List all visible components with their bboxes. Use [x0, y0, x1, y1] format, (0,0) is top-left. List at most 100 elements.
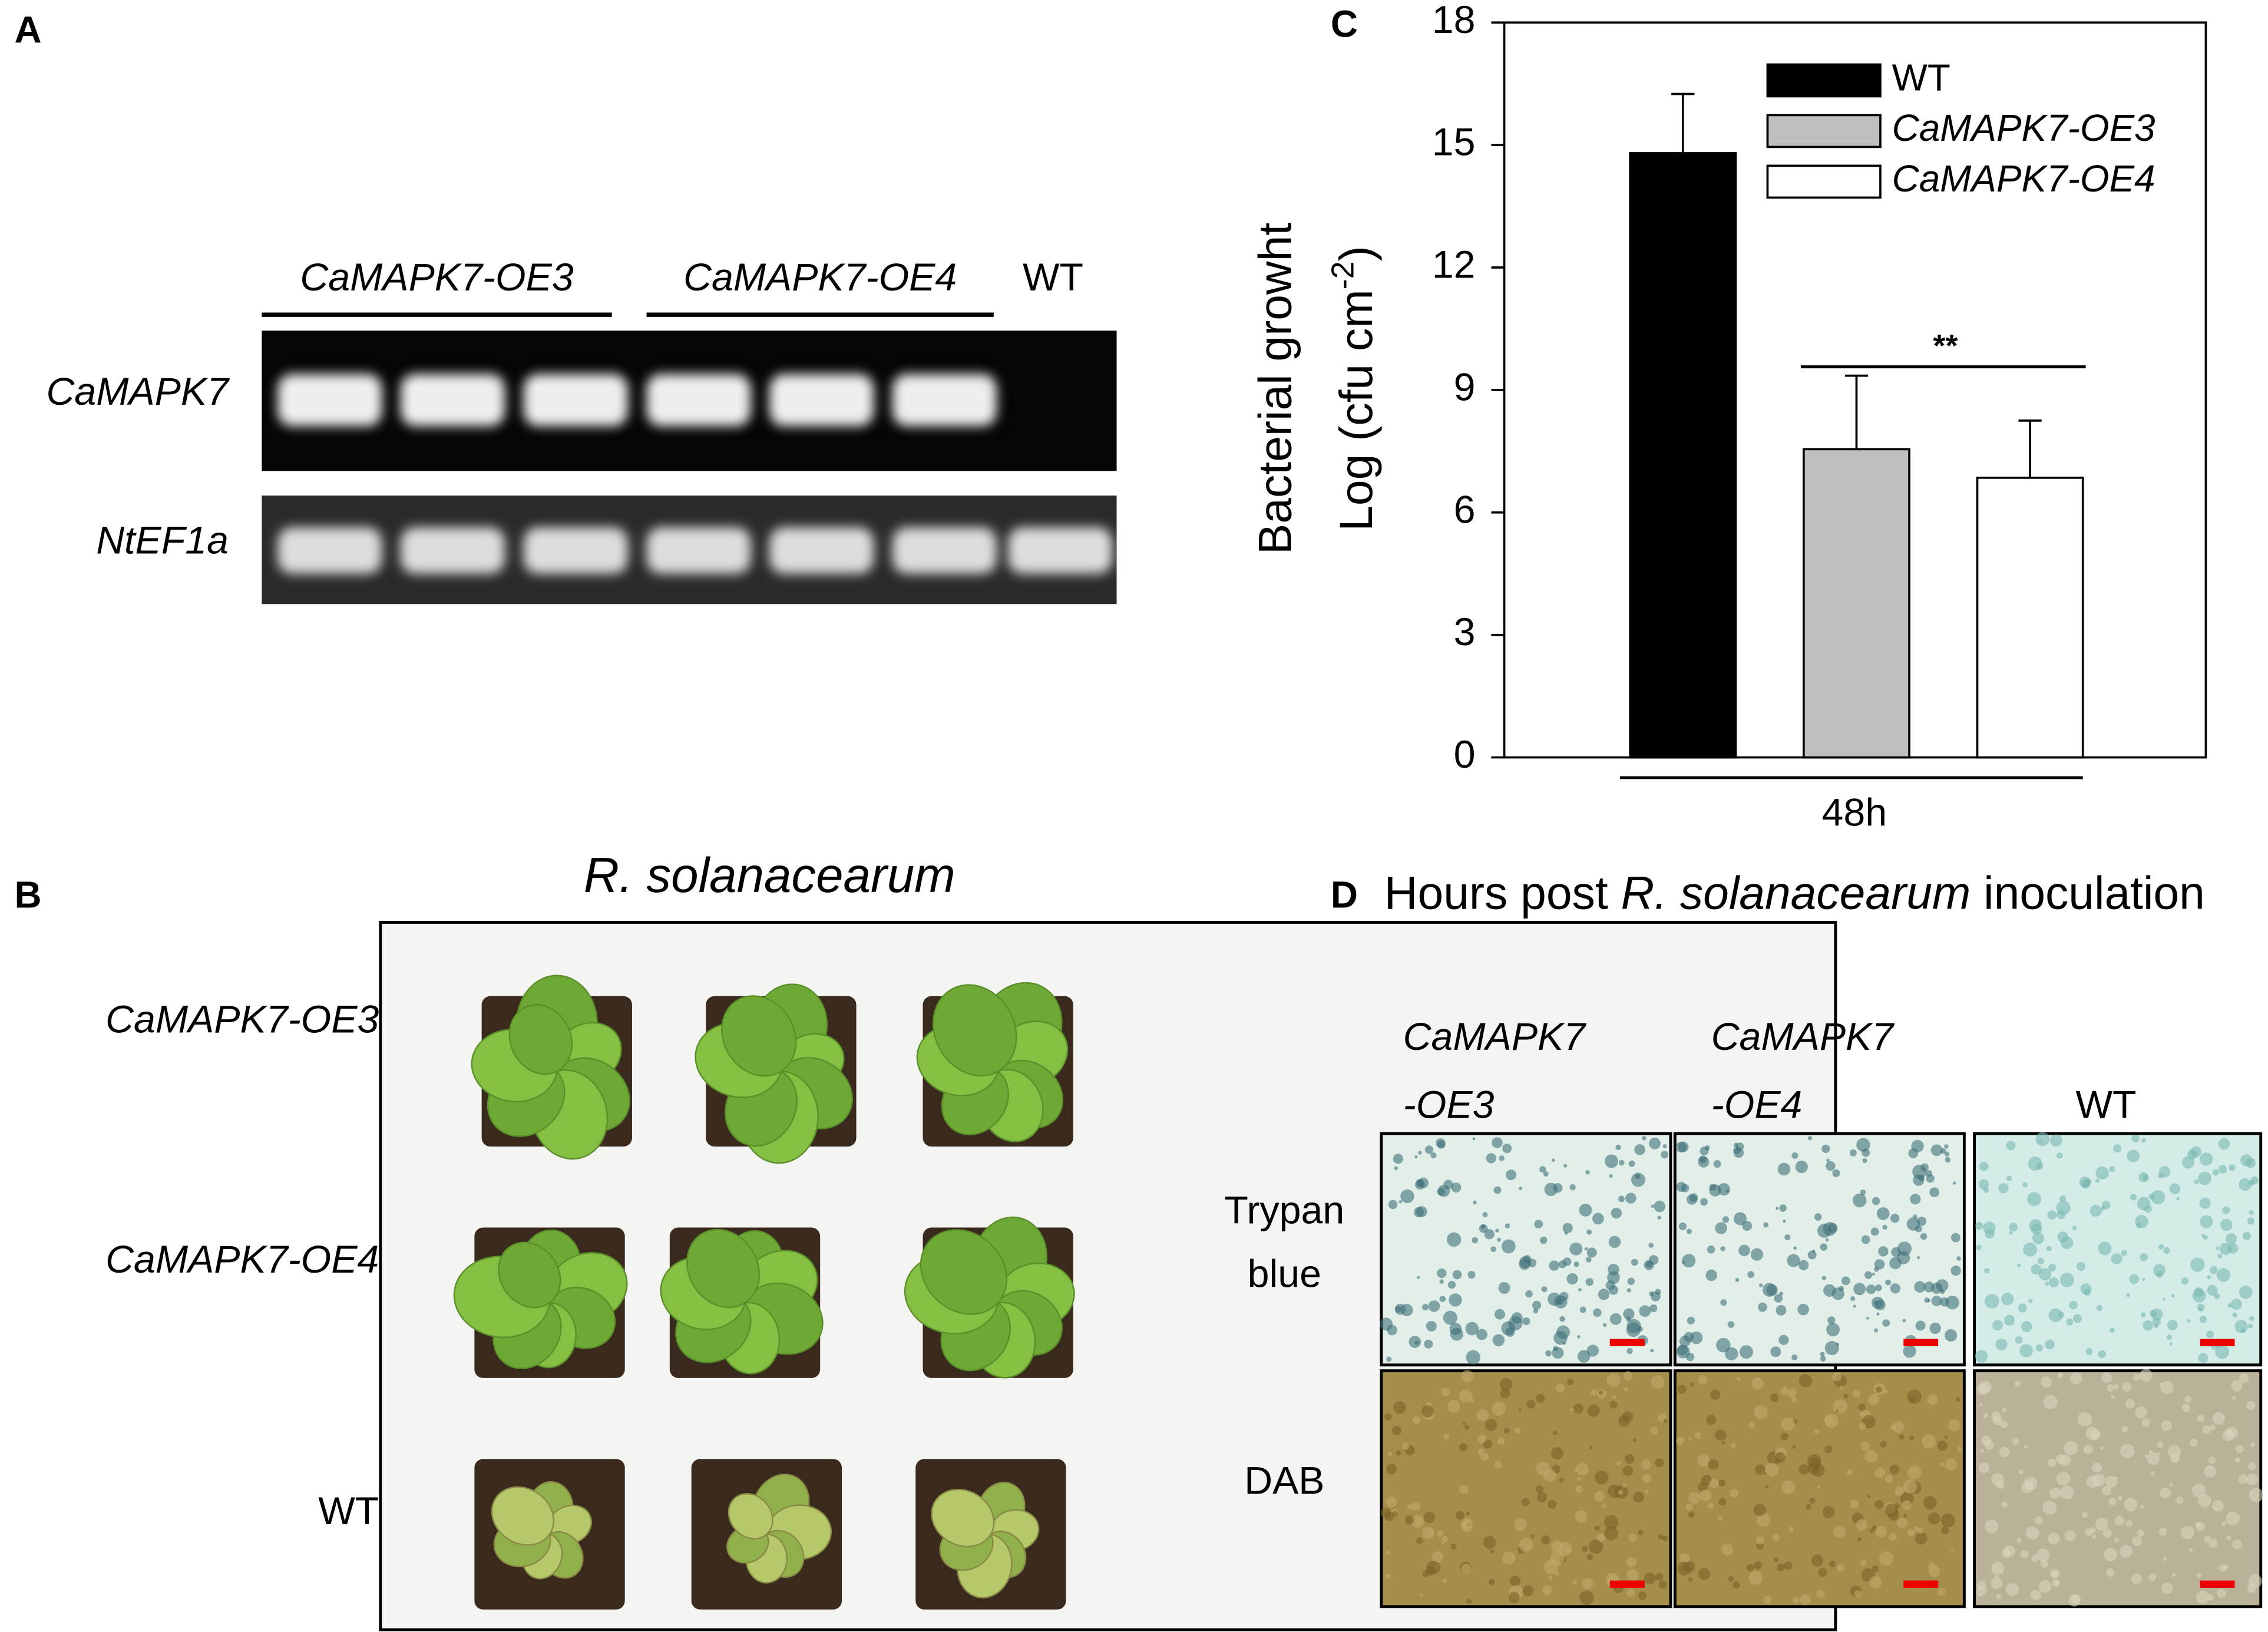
texture	[2064, 1441, 2078, 1455]
texture	[1864, 1450, 1877, 1463]
y-tick-label: 0	[1454, 733, 1476, 777]
texture	[1878, 1246, 1889, 1257]
texture	[1995, 1338, 2008, 1350]
texture	[2049, 1487, 2061, 1499]
texture	[1940, 1513, 1955, 1528]
texture	[2142, 1174, 2148, 1181]
texture	[1586, 1229, 1592, 1235]
texture	[2085, 1347, 2093, 1355]
texture	[2209, 1538, 2218, 1548]
texture	[1413, 1207, 1424, 1218]
texture	[2077, 1412, 2092, 1427]
texture	[1725, 1347, 1738, 1360]
texture	[1626, 1588, 1635, 1597]
texture	[2125, 1399, 2135, 1409]
texture	[1411, 1515, 1424, 1528]
texture	[1992, 1320, 2003, 1331]
texture	[2148, 1193, 2155, 1200]
texture	[1883, 1389, 1888, 1394]
texture	[1492, 1137, 1503, 1148]
texture	[1420, 1593, 1423, 1597]
texture	[1505, 1223, 1510, 1229]
texture	[1721, 1544, 1733, 1555]
texture	[1628, 1160, 1635, 1167]
texture	[2199, 1316, 2207, 1323]
texture	[1871, 1296, 1884, 1309]
texture	[2190, 1257, 2205, 1272]
texture	[1644, 1489, 1649, 1494]
texture	[1754, 1464, 1766, 1475]
texture	[1853, 1193, 1867, 1208]
texture	[1920, 1233, 1928, 1240]
texture	[1912, 1164, 1927, 1179]
texture	[2060, 1485, 2074, 1499]
texture	[1655, 1289, 1661, 1295]
texture	[1638, 1326, 1643, 1332]
texture	[1536, 1461, 1550, 1475]
texture	[1650, 1426, 1658, 1435]
texture	[2234, 1457, 2241, 1463]
texture	[2226, 1429, 2233, 1436]
texture	[1541, 1535, 1550, 1545]
texture	[2176, 1197, 2180, 1201]
texture	[2121, 1250, 2127, 1257]
texture	[2212, 1500, 2224, 1512]
texture	[2160, 1381, 2174, 1395]
texture	[2198, 1171, 2211, 1185]
scale-bar	[1609, 1580, 1645, 1588]
texture	[1903, 1479, 1917, 1494]
texture	[1579, 1204, 1592, 1217]
texture	[1476, 1329, 1487, 1340]
leaf	[686, 1228, 761, 1309]
texture	[2161, 1420, 2172, 1432]
texture	[2102, 1528, 2112, 1538]
texture	[1437, 1268, 1447, 1278]
texture	[1874, 1468, 1886, 1478]
texture	[1975, 1221, 1983, 1230]
texture	[1907, 1465, 1922, 1479]
texture	[2014, 1380, 2021, 1387]
texture	[1852, 1389, 1860, 1398]
texture	[2066, 1319, 2074, 1326]
texture	[1837, 1564, 1845, 1572]
texture	[2141, 1418, 2150, 1427]
texture	[1388, 1200, 1398, 1210]
texture	[1823, 1222, 1837, 1236]
texture	[1426, 1321, 1437, 1332]
texture	[1569, 1242, 1583, 1256]
texture	[1634, 1144, 1645, 1155]
texture	[1551, 1158, 1555, 1162]
texture	[2005, 1583, 2019, 1596]
texture	[2167, 1320, 2178, 1331]
texture	[2239, 1286, 2253, 1299]
texture	[1386, 1496, 1397, 1508]
texture	[1682, 1261, 1685, 1264]
texture	[2160, 1488, 2171, 1499]
texture	[1820, 1356, 1826, 1362]
texture	[1708, 1459, 1719, 1470]
texture	[1906, 1217, 1920, 1231]
texture	[1399, 1200, 1403, 1204]
texture	[1650, 1349, 1654, 1353]
texture	[2031, 1264, 2042, 1275]
texture	[1940, 1148, 1946, 1154]
texture	[1732, 1581, 1740, 1589]
texture	[1983, 1221, 1996, 1234]
texture	[2115, 1515, 2125, 1526]
texture	[1788, 1527, 1794, 1532]
texture	[1770, 1393, 1779, 1402]
texture	[1497, 1437, 1505, 1445]
texture	[1797, 1303, 1809, 1316]
texture	[1793, 1246, 1797, 1250]
texture	[2106, 1568, 2115, 1577]
row-label: DAB	[1244, 1459, 1324, 1503]
texture	[1417, 1276, 1420, 1279]
texture	[1976, 1244, 1982, 1251]
texture	[1594, 1491, 1605, 1502]
texture	[1662, 1144, 1667, 1148]
texture	[1542, 1585, 1552, 1595]
texture	[2247, 1217, 2254, 1225]
texture	[1791, 1354, 1798, 1361]
texture	[2226, 1233, 2237, 1245]
